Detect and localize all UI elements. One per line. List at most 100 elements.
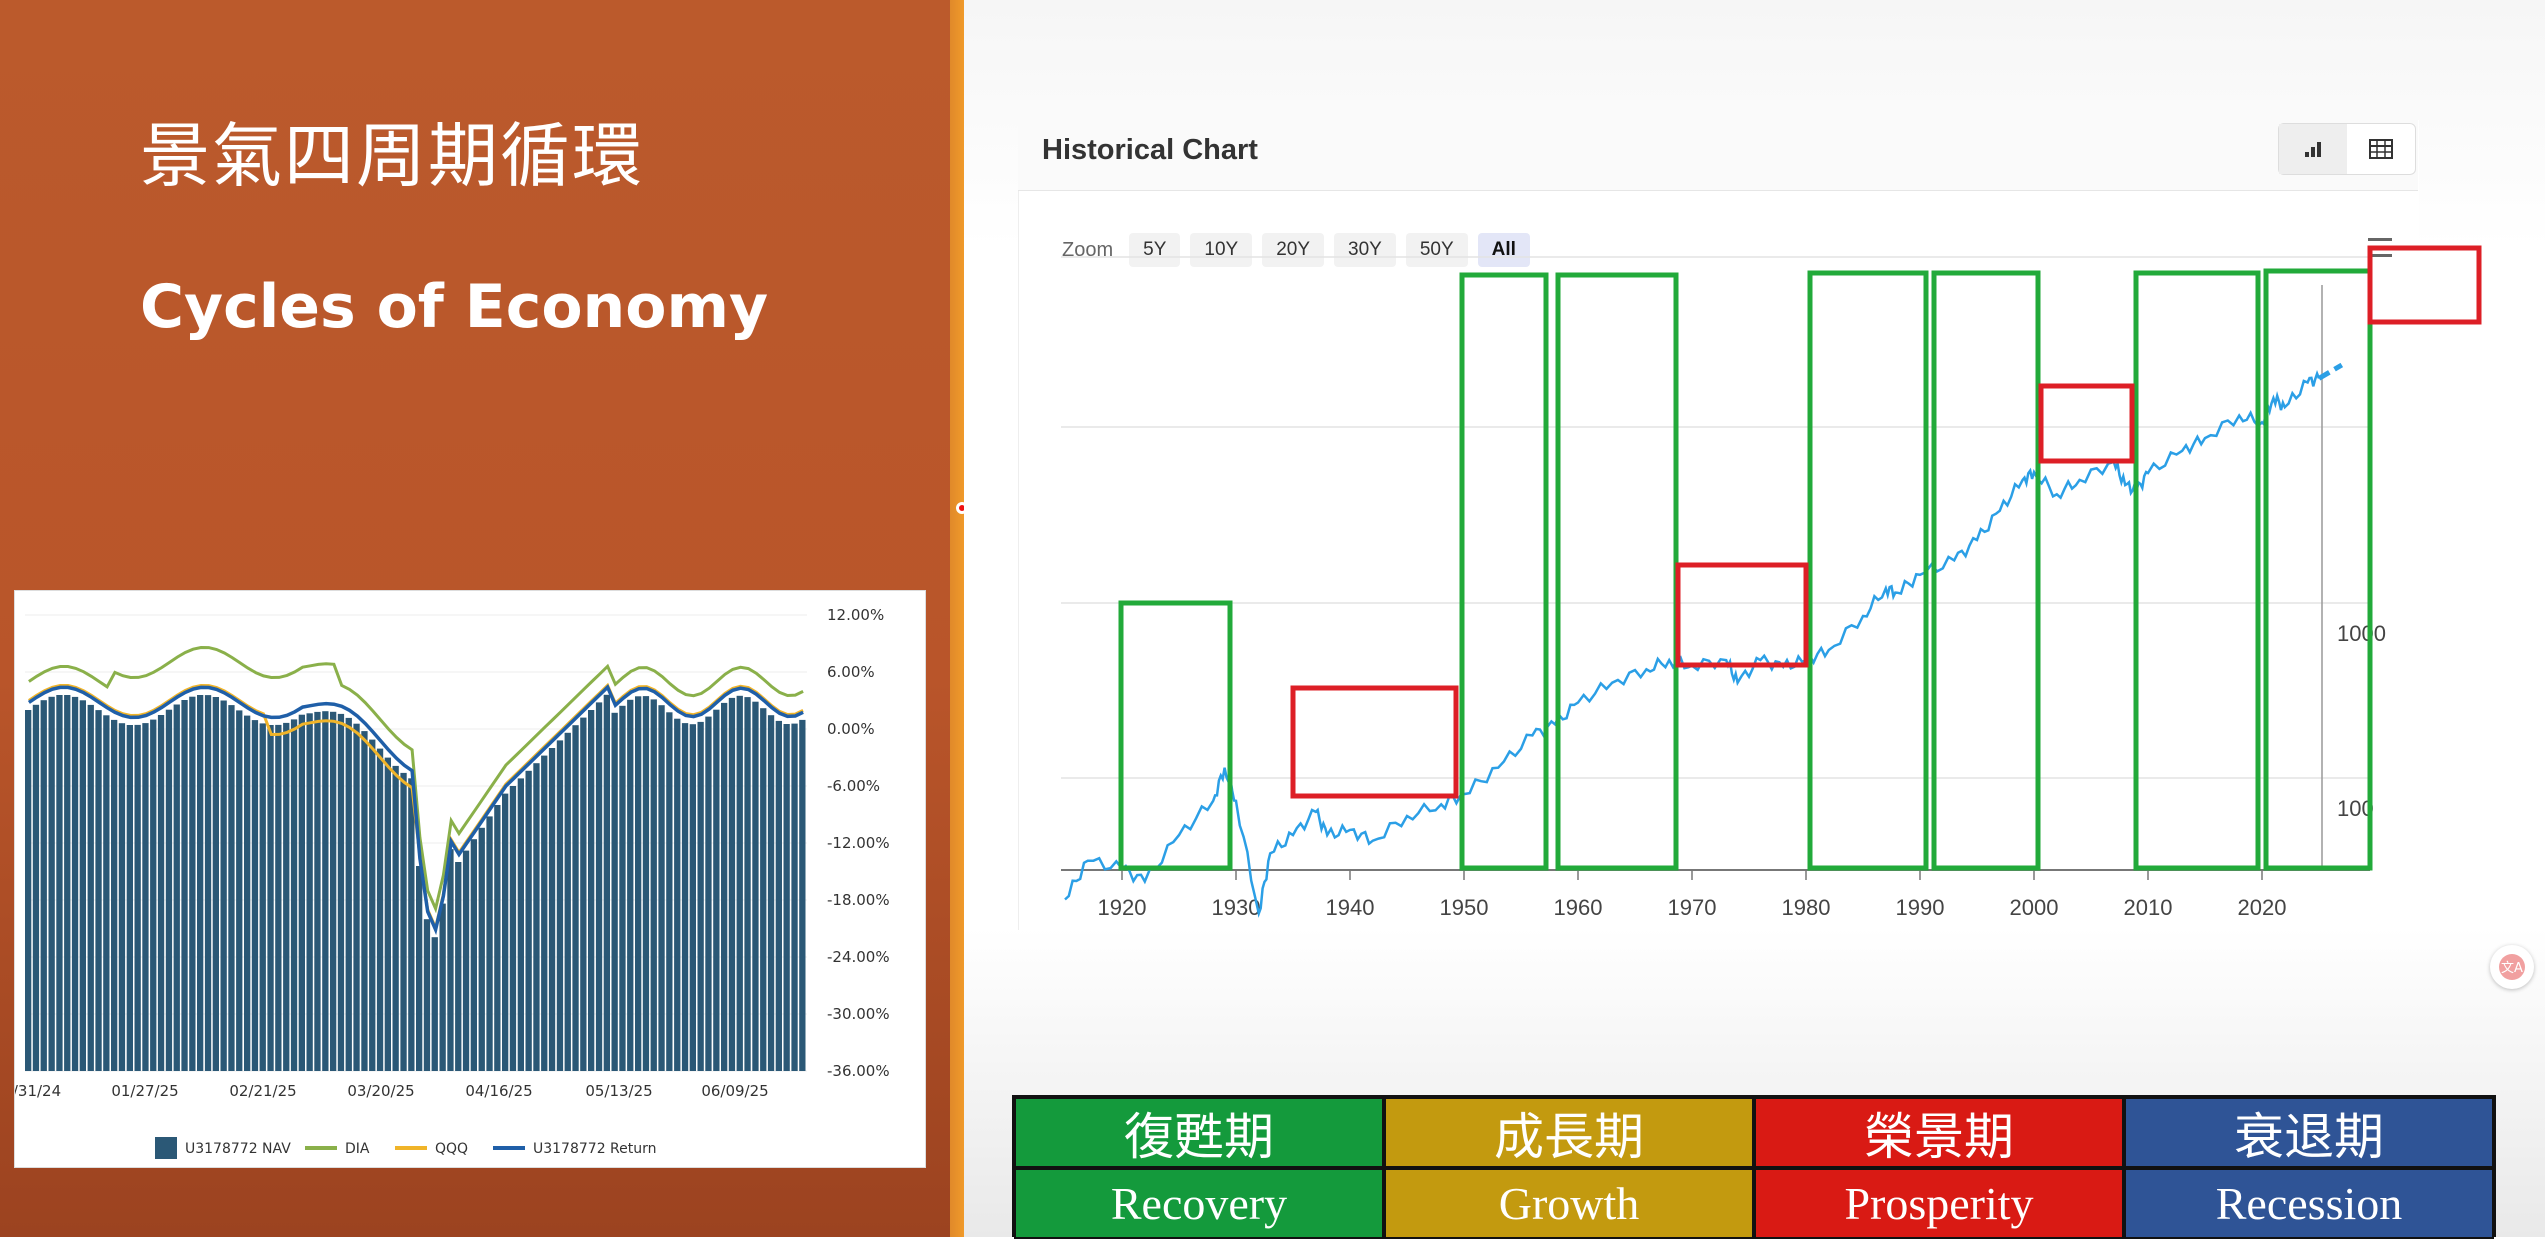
pf-nav-bar (525, 770, 532, 1071)
portfolio-performance-chart: 12.00% 6.00% 0.00% -6.00% -12.00% -18.00% -24.… (14, 590, 926, 1168)
historical-chart-header (1018, 120, 2418, 191)
pf-nav-bar (369, 739, 376, 1071)
view-toggle (2278, 123, 2416, 175)
portfolio-chart-svg: 12.00% 6.00% 0.00% -6.00% -12.00% -18.00% -24.… (15, 606, 890, 1159)
pf-nav-bar (142, 723, 149, 1071)
pf-nav-bar (494, 805, 501, 1071)
pf-nav-bar (275, 724, 282, 1071)
pf-nav-bar (220, 700, 227, 1071)
pf-nav-bar (486, 816, 493, 1071)
pf-nav-bar (157, 715, 165, 1071)
svg-text:文A: 文A (2501, 961, 2523, 976)
pf-nav-bar (306, 713, 313, 1071)
phase-recovery-en: Recovery (1014, 1168, 1384, 1239)
pf-nav-bar (478, 827, 485, 1071)
pf-nav-bar (509, 786, 517, 1071)
pf-nav-bar (283, 722, 290, 1071)
pf-nav-bar (455, 862, 462, 1071)
pf-nav-bar (666, 712, 673, 1071)
zoom-label: Zoom (1062, 238, 1114, 261)
x-tick-label: 1940 (1326, 895, 1375, 920)
pf-y-tick-label: -18.00% (827, 891, 890, 909)
pf-y-tick-label: 6.00% (827, 663, 875, 681)
pf-legend-swatch (155, 1137, 177, 1159)
phase-growth-zh: 成長期 (1384, 1097, 1754, 1168)
pf-nav-bar (298, 714, 305, 1071)
pf-nav-bar (728, 697, 736, 1071)
pf-x-tick-label: 05/13/25 (585, 1082, 652, 1100)
zoom-50y-button[interactable]: 50Y (1405, 233, 1468, 267)
pf-nav-bar (548, 748, 556, 1071)
pf-nav-bar (721, 702, 728, 1071)
pf-nav-bar (603, 694, 610, 1071)
x-tick-label: 2000 (2010, 895, 2059, 920)
pf-nav-bar (400, 772, 407, 1071)
pf-nav-bar (384, 757, 391, 1071)
pf-nav-bar (95, 710, 102, 1071)
pf-nav-bar (236, 710, 243, 1071)
pf-y-tick-label: -24.00% (827, 948, 890, 966)
x-tick-label: 1970 (1668, 895, 1717, 920)
pf-nav-bar (713, 709, 720, 1071)
recovery-growth-box (1118, 600, 1233, 871)
pf-nav-bar (79, 700, 86, 1071)
pf-nav-bar (674, 718, 681, 1071)
pf-nav-bar (439, 903, 446, 1071)
historical-chart-title: Historical Chart (1042, 134, 1258, 166)
pf-nav-bar (580, 717, 587, 1071)
pf-nav-bar (212, 697, 219, 1071)
pf-nav-bar (658, 705, 665, 1071)
zoom-5y-button[interactable]: 5Y (1129, 233, 1181, 267)
pf-nav-bar (126, 725, 133, 1071)
pf-nav-bar (134, 724, 141, 1071)
pf-nav-bar (760, 708, 767, 1071)
recovery-growth-box (2133, 270, 2261, 871)
pf-nav-bar (204, 695, 212, 1071)
x-tick-label: 2010 (2124, 895, 2173, 920)
pf-y-tick-label: -36.00% (827, 1062, 890, 1080)
bar-chart-icon[interactable] (2279, 124, 2347, 174)
pf-nav-bar (533, 763, 540, 1071)
pf-nav-bar (64, 695, 71, 1071)
pf-nav-bar (681, 723, 689, 1071)
pf-y-tick-label: -6.00% (827, 777, 880, 795)
pf-nav-bar (595, 702, 603, 1071)
zoom-20y-button[interactable]: 20Y (1262, 233, 1324, 267)
pf-nav-bar (799, 719, 806, 1071)
translate-icon[interactable]: 文A (2490, 945, 2534, 989)
pf-nav-bar (791, 723, 798, 1071)
pf-x-tick-label: 03/20/25 (347, 1082, 414, 1100)
pf-nav-bar (314, 711, 321, 1071)
pf-nav-bar (736, 695, 743, 1071)
pf-nav-bar (635, 696, 642, 1071)
pf-nav-bar (244, 715, 251, 1071)
pf-nav-bar (408, 778, 415, 1071)
zoom-10y-button[interactable]: 10Y (1190, 233, 1253, 267)
recovery-growth-box (2263, 268, 2373, 871)
pf-nav-bar (541, 755, 548, 1071)
pf-nav-bar (588, 710, 595, 1071)
zoom-30y-button[interactable]: 30Y (1334, 233, 1396, 267)
pf-nav-bar (25, 710, 32, 1071)
zoom-all-button[interactable]: All (1477, 233, 1530, 267)
prosperity-recession-box (1290, 685, 1459, 799)
pf-x-tick-label: 02/21/25 (229, 1082, 296, 1100)
pf-nav-bar (165, 709, 173, 1071)
pf-y-tick-label: 12.00% (827, 606, 884, 624)
pf-nav-bar (259, 723, 266, 1071)
recovery-growth-box (1931, 270, 2041, 871)
table-icon[interactable] (2347, 124, 2415, 174)
pf-legend-label: QQQ (435, 1141, 468, 1157)
prosperity-recession-box (2367, 245, 2482, 325)
pf-dia-line (28, 645, 804, 914)
pf-nav-bar (40, 700, 47, 1071)
pf-nav-bar (376, 748, 384, 1071)
pf-nav-bar (572, 725, 579, 1071)
x-tick-label: 1950 (1440, 895, 1489, 920)
pf-nav-bar (173, 704, 180, 1071)
prosperity-recession-box (2038, 383, 2135, 464)
pf-nav-bar (650, 699, 657, 1071)
pf-nav-bar (564, 732, 571, 1071)
phase-recession-zh: 衰退期 (2124, 1097, 2494, 1168)
pf-nav-bar (783, 724, 790, 1071)
